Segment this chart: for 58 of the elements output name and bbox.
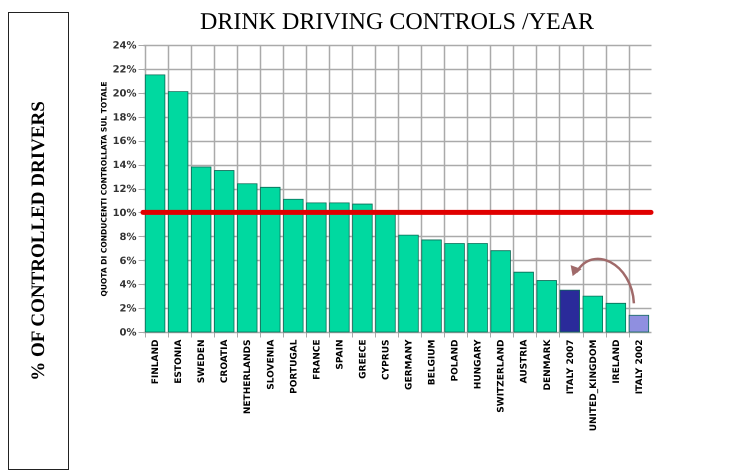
bar (444, 243, 465, 332)
x-tick-label: NETHERLANDS (243, 340, 254, 414)
y-tick-label: 0% (120, 328, 136, 338)
x-tick-label: BELGIUM (428, 339, 438, 386)
y-tick-label: 16% (112, 136, 136, 148)
bar (237, 183, 258, 332)
bar (144, 74, 166, 332)
x-tick-label: FINLAND (151, 340, 162, 384)
y-tick-label: 10% (112, 208, 136, 219)
x-tick-label: PORTUGAL (289, 339, 300, 394)
y-tick-label: 20% (112, 88, 136, 100)
y-tick-label: 2% (120, 304, 136, 315)
x-tick-label: GERMANY (404, 339, 415, 390)
bar (421, 240, 442, 332)
bar (352, 204, 373, 332)
y-tick-label: 8% (120, 232, 136, 243)
bar (329, 202, 350, 332)
bar (214, 170, 234, 332)
y-tick-label: 24% (112, 40, 136, 52)
bar (306, 202, 327, 332)
y-tick-label: 6% (120, 256, 136, 267)
x-tick-label: ESTONIA (174, 339, 184, 384)
bar (490, 250, 511, 332)
x-tick-label: DENMARK (542, 338, 553, 390)
text: % OF CONTROLLED DRIVERS (28, 101, 50, 381)
x-tick-label: SLOVENIA (266, 339, 276, 390)
bar (536, 280, 557, 332)
chart-title: DRINK DRIVING CONTROLS /YEAR (200, 9, 594, 35)
x-tick-label: SWITZERLAND (496, 340, 507, 413)
bar (190, 166, 212, 332)
x-tick-label: CROATIA (220, 339, 230, 384)
x-tick-label: UNITED_KINGDOM (588, 339, 599, 432)
x-tick-label: ITALY 2007 (566, 340, 576, 394)
bar (260, 186, 280, 332)
x-tick-label: AUSTRIA (520, 339, 530, 384)
x-tick-label: CYPRUS (381, 340, 392, 380)
y-tick-label: 12% (112, 184, 136, 195)
bar (628, 314, 650, 332)
bar (283, 198, 304, 332)
x-tick-label: FRANCE (312, 340, 322, 380)
x-tick-label: SWEDEN (197, 340, 208, 384)
bar (467, 243, 488, 332)
y-tick-label: 18% (112, 112, 136, 124)
x-tick-label: POLAND (450, 340, 461, 382)
bar (560, 290, 580, 332)
y-tick-label: 14% (112, 160, 136, 172)
x-tick-label: SPAIN (335, 340, 346, 370)
y-tick-label: 4% (120, 280, 136, 291)
x-tick-label: ITALY 2002 (634, 340, 645, 394)
x-tick-label: HUNGARY (474, 339, 484, 390)
y-tick-label: 22% (112, 64, 136, 76)
x-tick-label: IRELAND (612, 340, 622, 384)
bar (582, 296, 604, 332)
bar (606, 302, 626, 332)
x-tick-label: GREECE (358, 340, 368, 379)
bar (168, 91, 188, 332)
bar (514, 272, 534, 332)
bar (398, 234, 419, 332)
